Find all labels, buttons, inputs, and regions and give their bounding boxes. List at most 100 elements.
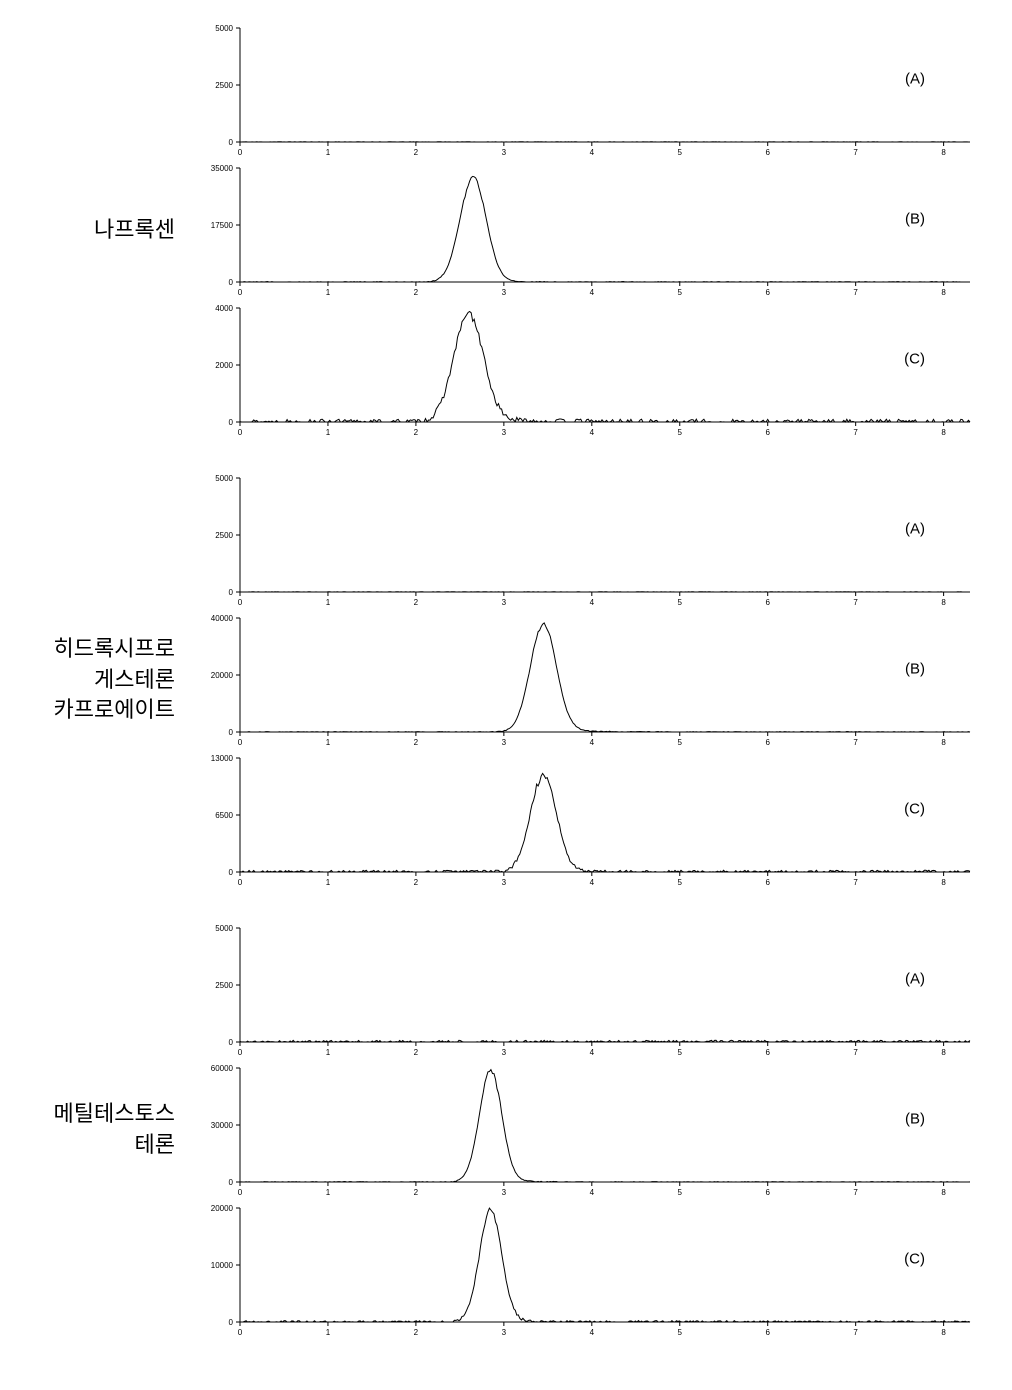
trace-line — [240, 1040, 970, 1042]
svg-text:3: 3 — [502, 428, 507, 437]
svg-text:0: 0 — [229, 138, 234, 147]
svg-text:5: 5 — [678, 1328, 683, 1337]
svg-text:5000: 5000 — [215, 24, 233, 33]
svg-text:2500: 2500 — [215, 81, 233, 90]
trace-line — [240, 1208, 970, 1322]
svg-text:1: 1 — [326, 1188, 331, 1197]
svg-text:0: 0 — [238, 428, 243, 437]
svg-text:3: 3 — [502, 148, 507, 157]
page-root: 나프록센025005000012345678(A)017500350000123… — [0, 0, 1012, 1370]
svg-text:6: 6 — [765, 148, 770, 157]
svg-text:1: 1 — [326, 738, 331, 747]
svg-text:0: 0 — [238, 1048, 243, 1057]
svg-text:5: 5 — [678, 428, 683, 437]
svg-text:6: 6 — [765, 1048, 770, 1057]
panel: 025005000012345678(A) — [190, 920, 980, 1060]
panel-letter-label: (C) — [904, 1250, 925, 1267]
trace-line — [240, 773, 970, 872]
compound-block: 히드록시프로게스테론카프로에이트025005000012345678(A)020… — [0, 470, 1012, 890]
panel: 0650013000012345678(C) — [190, 750, 980, 890]
svg-text:8: 8 — [941, 288, 946, 297]
svg-text:0: 0 — [238, 738, 243, 747]
svg-text:2500: 2500 — [215, 981, 233, 990]
svg-text:4: 4 — [590, 598, 595, 607]
svg-text:2: 2 — [414, 288, 419, 297]
panel-letter-label: (C) — [904, 800, 925, 817]
svg-text:0: 0 — [229, 278, 234, 287]
chromatogram-panel: 02000040000012345678 — [190, 610, 980, 750]
svg-text:2: 2 — [414, 1048, 419, 1057]
svg-text:0: 0 — [229, 868, 234, 877]
svg-text:3: 3 — [502, 1048, 507, 1057]
svg-text:0: 0 — [229, 588, 234, 597]
panel-letter-label: (B) — [905, 210, 925, 227]
svg-text:6500: 6500 — [215, 811, 233, 820]
svg-text:8: 8 — [941, 428, 946, 437]
svg-text:4: 4 — [590, 1188, 595, 1197]
svg-text:6: 6 — [765, 428, 770, 437]
chromatogram-panel: 020004000012345678 — [190, 300, 980, 440]
svg-text:0: 0 — [238, 148, 243, 157]
trace-line — [240, 176, 970, 282]
svg-text:4: 4 — [590, 738, 595, 747]
svg-text:4: 4 — [590, 148, 595, 157]
chromatogram-panel: 025005000012345678 — [190, 20, 980, 160]
chromatogram-panel: 01000020000012345678 — [190, 1200, 980, 1340]
svg-text:17500: 17500 — [211, 221, 234, 230]
svg-text:3: 3 — [502, 878, 507, 887]
svg-text:0: 0 — [238, 288, 243, 297]
svg-text:8: 8 — [941, 598, 946, 607]
svg-text:4: 4 — [590, 428, 595, 437]
panel: 02000040000012345678(B) — [190, 610, 980, 750]
panel-letter-label: (A) — [905, 70, 925, 87]
svg-text:0: 0 — [229, 1038, 234, 1047]
svg-text:7: 7 — [853, 288, 858, 297]
svg-text:2: 2 — [414, 428, 419, 437]
svg-text:6: 6 — [765, 598, 770, 607]
svg-text:4: 4 — [590, 1328, 595, 1337]
svg-text:7: 7 — [853, 148, 858, 157]
svg-text:30000: 30000 — [211, 1121, 234, 1130]
chromatogram-panel: 0650013000012345678 — [190, 750, 980, 890]
svg-text:7: 7 — [853, 428, 858, 437]
svg-text:8: 8 — [941, 1188, 946, 1197]
svg-text:4: 4 — [590, 288, 595, 297]
svg-text:2000: 2000 — [215, 361, 233, 370]
svg-text:60000: 60000 — [211, 1064, 234, 1073]
svg-text:6: 6 — [765, 1328, 770, 1337]
trace-line — [240, 623, 970, 732]
panel-letter-label: (A) — [905, 520, 925, 537]
panel-letter-label: (A) — [905, 970, 925, 987]
svg-text:0: 0 — [238, 878, 243, 887]
svg-text:6: 6 — [765, 1188, 770, 1197]
panel: 025005000012345678(A) — [190, 20, 980, 160]
svg-text:13000: 13000 — [211, 754, 234, 763]
svg-text:6: 6 — [765, 878, 770, 887]
panel-stack: 025005000012345678(A)0200004000001234567… — [190, 470, 980, 890]
svg-text:3: 3 — [502, 1188, 507, 1197]
svg-text:2: 2 — [414, 1188, 419, 1197]
svg-text:2: 2 — [414, 878, 419, 887]
svg-text:0: 0 — [229, 1318, 234, 1327]
svg-text:0: 0 — [229, 1178, 234, 1187]
svg-text:7: 7 — [853, 598, 858, 607]
svg-text:4: 4 — [590, 878, 595, 887]
trace-line — [240, 312, 970, 423]
svg-text:5000: 5000 — [215, 924, 233, 933]
svg-text:8: 8 — [941, 1048, 946, 1057]
svg-text:5: 5 — [678, 1048, 683, 1057]
svg-text:5: 5 — [678, 738, 683, 747]
compound-block: 나프록센025005000012345678(A)017500350000123… — [0, 20, 1012, 440]
svg-text:2: 2 — [414, 598, 419, 607]
compound-label: 메틸테스토스테론 — [0, 1099, 190, 1161]
svg-text:1: 1 — [326, 598, 331, 607]
chromatogram-panel: 03000060000012345678 — [190, 1060, 980, 1200]
svg-text:8: 8 — [941, 738, 946, 747]
svg-text:1: 1 — [326, 428, 331, 437]
chromatogram-panel: 01750035000012345678 — [190, 160, 980, 300]
svg-text:1: 1 — [326, 288, 331, 297]
svg-text:2: 2 — [414, 1328, 419, 1337]
svg-text:1: 1 — [326, 878, 331, 887]
compound-label: 히드록시프로게스테론카프로에이트 — [0, 634, 190, 726]
svg-text:2500: 2500 — [215, 531, 233, 540]
